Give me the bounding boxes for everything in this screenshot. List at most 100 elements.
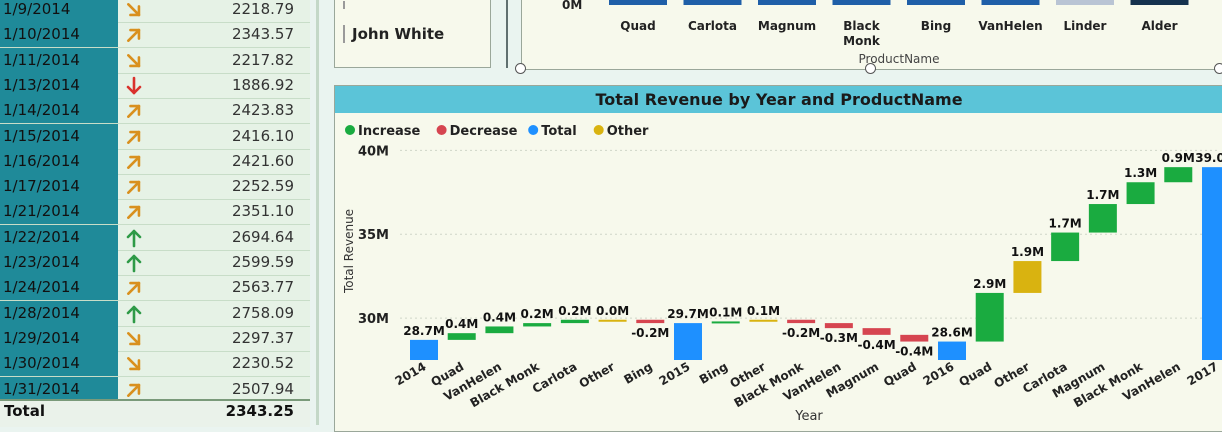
table-row[interactable]: 1/22/2014 2694.64	[0, 224, 310, 251]
data-label: 28.6M	[931, 326, 973, 340]
product-bar[interactable]	[907, 0, 965, 5]
table-row[interactable]: 1/15/2014 2416.10	[0, 123, 310, 150]
x-tick-label: 2016	[921, 359, 957, 388]
date-cell: 1/9/2014	[0, 0, 118, 22]
waterfall-bar[interactable]	[824, 323, 853, 329]
product-bar[interactable]	[1130, 0, 1189, 5]
table-row[interactable]: 1/21/2014 2351.10	[0, 199, 310, 226]
product-bar[interactable]	[609, 0, 667, 5]
table-row[interactable]: 1/16/2014 2421.60	[0, 148, 310, 175]
waterfall-bar[interactable]	[711, 321, 740, 324]
product-tick-label: Monk	[843, 34, 881, 48]
arrow-up-right-icon	[118, 275, 168, 300]
arrow-up-right-icon	[118, 377, 168, 402]
table-row[interactable]: 1/30/2014 2230.52	[0, 351, 310, 378]
arrow-up-icon	[118, 301, 168, 326]
x-tick-label: Bing	[697, 359, 730, 386]
table-row[interactable]: 1/28/2014 2758.09	[0, 300, 310, 327]
waterfall-bar[interactable]	[598, 319, 627, 322]
table-row[interactable]: 1/9/2014 2218.79	[0, 0, 310, 23]
product-bar[interactable]	[981, 0, 1040, 5]
product-bar-chart[interactable]: 0M Quad Carlota Magnum Black Monk Bing VanHelen…	[521, 0, 1222, 70]
data-label: 39.0M	[1195, 151, 1222, 165]
arrow-up-right-icon	[118, 124, 168, 149]
data-label: 0.2M	[558, 304, 591, 318]
waterfall-bar[interactable]	[862, 328, 891, 335]
waterfall-bar[interactable]	[560, 319, 589, 324]
date-cell: 1/14/2014	[0, 98, 118, 124]
arrow-down-right-icon	[118, 326, 168, 351]
data-label: 2.9M	[973, 277, 1006, 291]
value-cell: 2421.60	[231, 151, 294, 170]
arrow-down-right-icon	[118, 351, 168, 376]
product-bar[interactable]	[683, 0, 742, 5]
date-cell: 1/17/2014	[0, 174, 118, 200]
waterfall-chart-panel[interactable]: Total Revenue by Year and ProductName In…	[334, 85, 1222, 432]
table-row[interactable]: 1/17/2014 2252.59	[0, 174, 310, 201]
legend-label[interactable]: Total	[541, 124, 577, 139]
resize-handle-bottom-right[interactable]	[1214, 63, 1222, 74]
waterfall-bar[interactable]	[523, 323, 552, 327]
waterfall-bar[interactable]	[1126, 182, 1155, 205]
date-cell: 1/15/2014	[0, 123, 118, 149]
resize-handle-bottom-left[interactable]	[515, 63, 526, 74]
value-cell: 2297.37	[231, 328, 294, 347]
data-label: -0.2M	[782, 326, 820, 340]
legend-marker	[528, 125, 539, 135]
waterfall-bar[interactable]	[410, 339, 438, 360]
data-label: 1.7M	[1049, 217, 1082, 231]
product-bar[interactable]	[758, 0, 816, 5]
waterfall-bar[interactable]	[900, 334, 929, 342]
waterfall-bar[interactable]	[447, 333, 476, 340]
date-cell: 1/13/2014	[0, 72, 118, 98]
waterfall-bar[interactable]	[975, 292, 1004, 342]
slicer-item-prev[interactable]	[343, 1, 345, 9]
table-row[interactable]: 1/29/2014 2297.37	[0, 325, 310, 352]
waterfall-bar[interactable]	[1051, 232, 1080, 262]
product-bar[interactable]	[1056, 0, 1114, 5]
table-scrollbar[interactable]	[316, 0, 319, 425]
waterfall-bar[interactable]	[1088, 204, 1117, 233]
legend-label[interactable]: Other	[607, 124, 649, 139]
table-row[interactable]: 1/23/2014 2599.59	[0, 250, 310, 276]
waterfall-bar[interactable]	[749, 319, 778, 322]
table-row[interactable]: 1/24/2014 2563.77	[0, 275, 310, 302]
legend-label[interactable]: Increase	[358, 124, 421, 139]
date-cell: 1/28/2014	[0, 300, 118, 326]
waterfall-bar[interactable]	[1164, 167, 1193, 183]
arrow-up-icon	[118, 250, 168, 275]
arrow-up-right-icon	[118, 174, 168, 199]
product-bar[interactable]	[832, 0, 891, 5]
product-tick-label: Alder	[1141, 19, 1177, 33]
y-tick-label: 35M	[358, 228, 389, 243]
data-label: 0.1M	[747, 304, 780, 318]
waterfall-bar[interactable]	[674, 323, 702, 360]
slicer-item-john-white[interactable]: John White	[343, 25, 444, 43]
y-tick-label: 40M	[358, 144, 389, 159]
waterfall-bar[interactable]	[636, 319, 665, 324]
value-cell: 2252.59	[231, 177, 294, 196]
resize-handle-bottom-center[interactable]	[865, 63, 876, 74]
panel-divider	[506, 0, 508, 68]
waterfall-bar[interactable]	[1013, 261, 1042, 293]
table-row[interactable]: 1/11/2014 2217.82	[0, 47, 310, 74]
waterfall-bar[interactable]	[1202, 167, 1222, 360]
legend-label[interactable]: Decrease	[450, 124, 518, 139]
date-cell: 1/21/2014	[0, 199, 118, 225]
product-tick-label: Black	[843, 19, 880, 33]
product-tick-label: VanHelen	[978, 19, 1042, 33]
data-label: -0.3M	[820, 331, 858, 345]
data-label: -0.2M	[631, 326, 669, 340]
data-label: 0.4M	[445, 317, 478, 331]
date-cell: 1/30/2014	[0, 351, 118, 377]
table-row[interactable]: 1/14/2014 2423.83	[0, 98, 310, 125]
date-cell: 1/16/2014	[0, 148, 118, 174]
data-label: -0.4M	[895, 345, 933, 359]
waterfall-bar[interactable]	[938, 341, 966, 360]
waterfall-bar[interactable]	[485, 326, 514, 334]
salesperson-slicer[interactable]: John White	[334, 0, 491, 68]
chart-title: Total Revenue by Year and ProductName	[335, 86, 1222, 113]
waterfall-bar[interactable]	[787, 319, 816, 324]
table-row[interactable]: 1/13/2014 1886.92	[0, 72, 310, 99]
table-row[interactable]: 1/10/2014 2343.57	[0, 22, 310, 49]
